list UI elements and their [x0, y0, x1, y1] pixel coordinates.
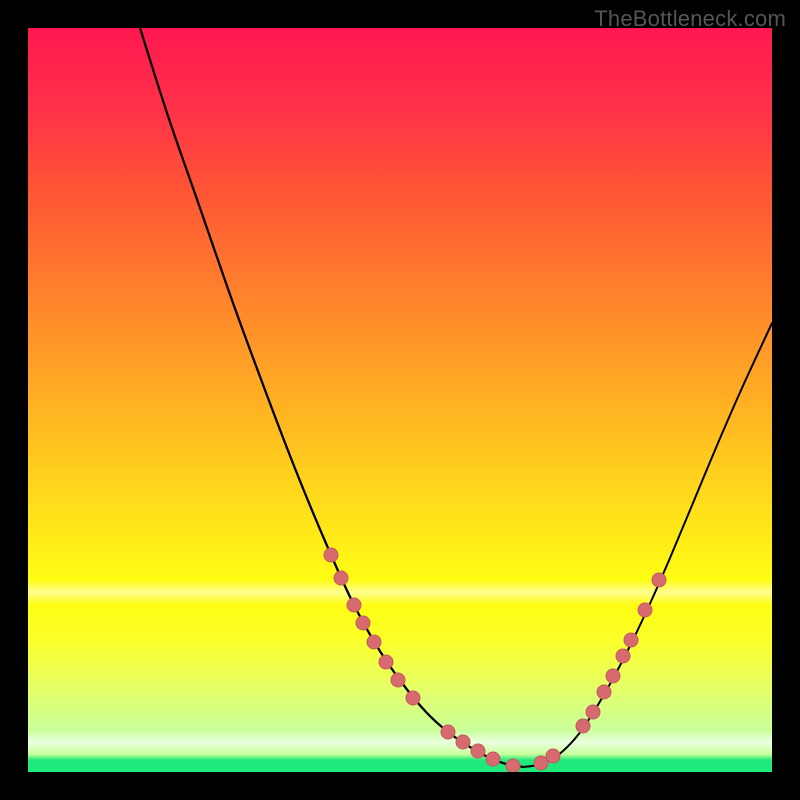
marker-point	[367, 635, 381, 649]
marker-point	[456, 735, 470, 749]
marker-point	[616, 649, 630, 663]
marker-point	[506, 759, 520, 772]
plot-area	[28, 28, 772, 772]
watermark-text: TheBottleneck.com	[594, 6, 786, 32]
marker-point	[576, 719, 590, 733]
marker-point	[624, 633, 638, 647]
marker-point	[356, 616, 370, 630]
marker-point	[406, 691, 420, 705]
marker-point	[347, 598, 361, 612]
marker-point	[638, 603, 652, 617]
marker-point	[606, 669, 620, 683]
marker-point	[334, 571, 348, 585]
marker-point	[324, 548, 338, 562]
chart-outer: TheBottleneck.com	[0, 0, 800, 800]
marker-point	[586, 705, 600, 719]
marker-point	[652, 573, 666, 587]
marker-point	[546, 749, 560, 763]
chart-background	[28, 28, 772, 772]
marker-point	[597, 685, 611, 699]
marker-point	[486, 752, 500, 766]
marker-point	[391, 673, 405, 687]
marker-point	[379, 655, 393, 669]
marker-point	[471, 744, 485, 758]
chart-svg	[28, 28, 772, 772]
marker-point	[441, 725, 455, 739]
